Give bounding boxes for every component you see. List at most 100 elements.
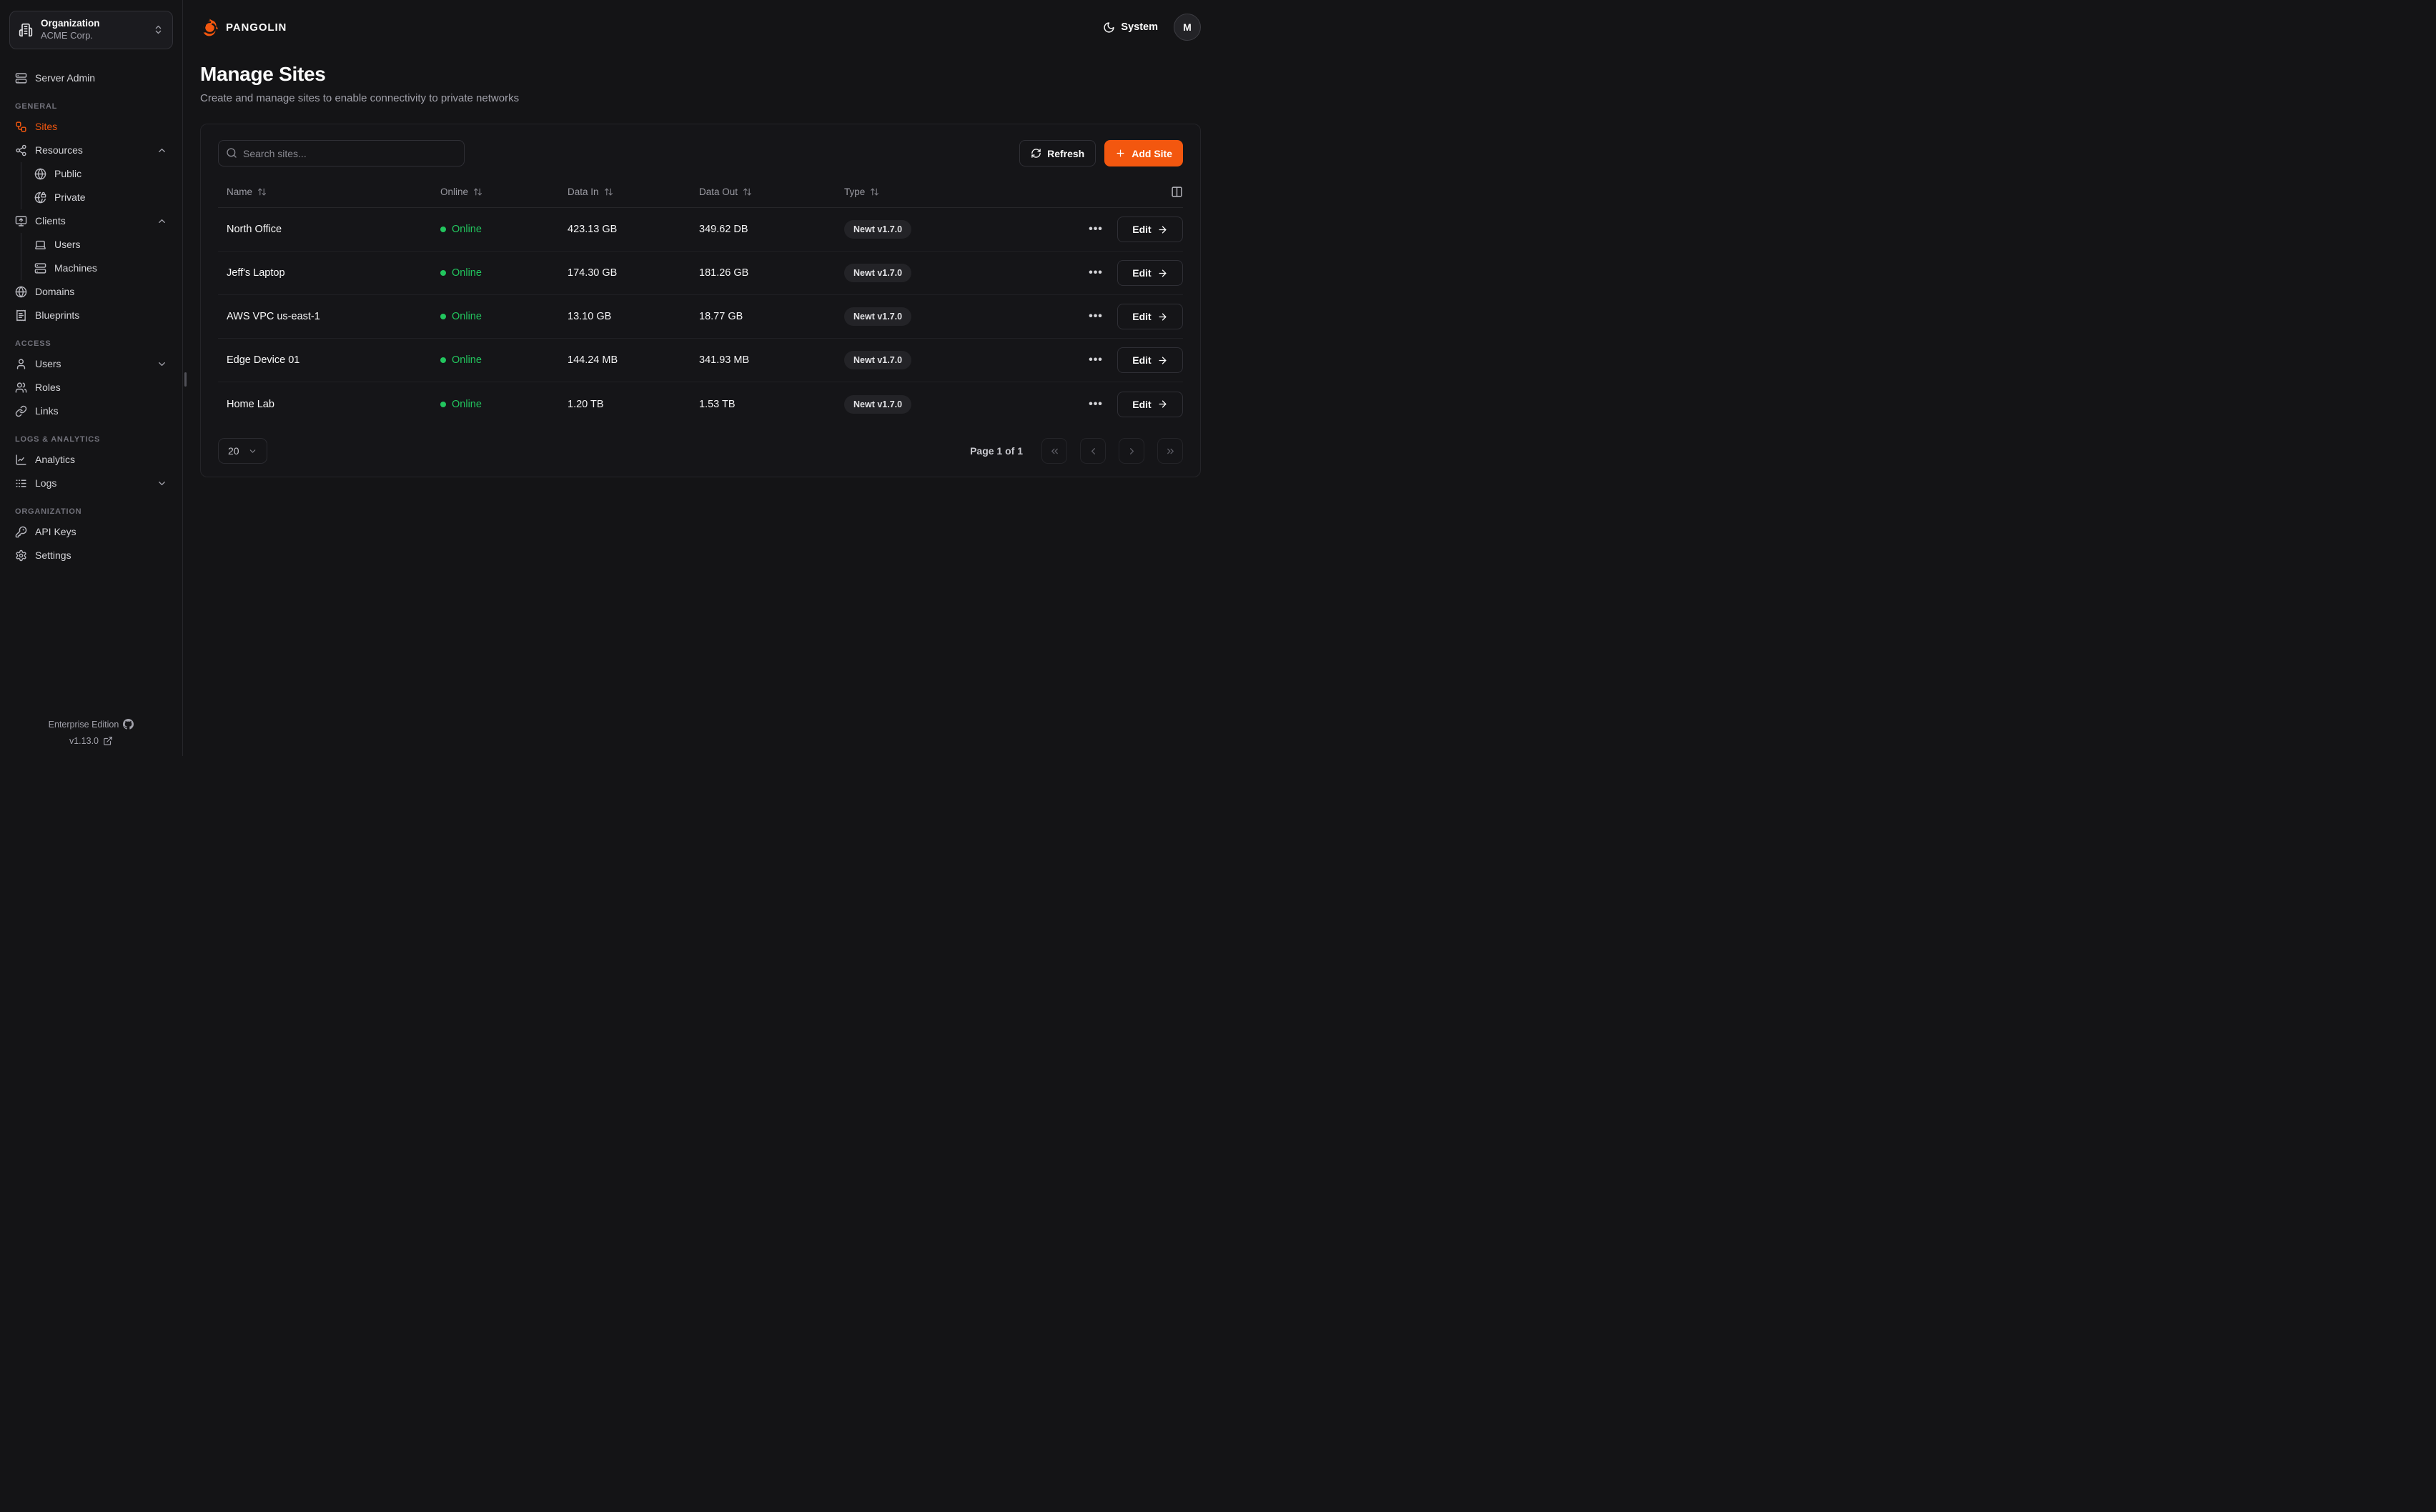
arrow-right-icon — [1159, 313, 1167, 320]
status-badge: Online — [440, 267, 568, 279]
edit-button[interactable]: Edit — [1117, 347, 1183, 373]
sidebar-item-links[interactable]: Links — [9, 399, 173, 423]
sidebar-scrollbar-thumb[interactable] — [184, 372, 187, 387]
site-name: Jeff's Laptop — [227, 267, 285, 279]
table-row: Jeff's Laptop Online 174.30 GB 181.26 GB… — [218, 252, 1183, 295]
sidebar-item-logs[interactable]: Logs — [9, 472, 173, 495]
sidebar-item-label: Links — [35, 405, 59, 417]
edit-button[interactable]: Edit — [1117, 260, 1183, 286]
sidebar-item-label: Logs — [35, 477, 57, 489]
column-header-name[interactable]: Name — [218, 186, 440, 197]
sidebar-item-server-admin[interactable]: Server Admin — [9, 66, 173, 90]
sidebar-item-label: Domains — [35, 286, 75, 298]
chart-line-icon — [16, 454, 26, 465]
row-menu-button[interactable]: ••• — [1089, 310, 1103, 322]
search-input[interactable] — [218, 140, 465, 166]
sidebar-item-analytics[interactable]: Analytics — [9, 448, 173, 472]
status-badge: Online — [440, 311, 568, 322]
row-menu-button[interactable]: ••• — [1089, 223, 1103, 235]
data-out-value: 349.62 DB — [699, 224, 748, 235]
data-out-value: 181.26 GB — [699, 267, 749, 279]
receipt-icon — [16, 309, 26, 322]
topbar: PANGOLIN System M — [200, 0, 1201, 54]
clients-subgroup: Users Machines — [21, 232, 173, 280]
organization-label: Organization — [41, 18, 100, 29]
user-icon — [16, 359, 26, 369]
organization-selector[interactable]: Organization ACME Corp. — [9, 11, 173, 49]
first-page-button[interactable] — [1041, 438, 1067, 464]
prev-page-button[interactable] — [1080, 438, 1106, 464]
column-header-type[interactable]: Type — [844, 186, 1074, 197]
last-page-button[interactable] — [1157, 438, 1183, 464]
data-in-value: 174.30 GB — [568, 267, 618, 279]
sidebar-item-clients[interactable]: Clients — [9, 209, 173, 233]
sidebar-item-label: Machines — [54, 262, 97, 274]
status-label: Online — [452, 267, 482, 279]
sidebar-item-resources[interactable]: Resources — [9, 139, 173, 162]
status-label: Online — [452, 354, 482, 366]
row-menu-button[interactable]: ••• — [1089, 397, 1103, 410]
site-name: North Office — [227, 224, 282, 235]
sidebar-item-private[interactable]: Private — [29, 186, 173, 209]
search-wrap — [218, 140, 465, 166]
sidebar-item-label: Public — [54, 168, 82, 180]
sidebar-item-label: Roles — [35, 382, 61, 394]
table-row: Edge Device 01 Online 144.24 MB 341.93 M… — [218, 339, 1183, 382]
chevron-right-icon — [1129, 447, 1134, 454]
sidebar-item-api-keys[interactable]: API Keys — [9, 520, 173, 544]
edit-button[interactable]: Edit — [1117, 304, 1183, 329]
sidebar-item-label: Private — [54, 192, 86, 204]
edit-button[interactable]: Edit — [1117, 391, 1183, 417]
sidebar-item-domains[interactable]: Domains — [9, 280, 173, 304]
external-link-icon[interactable] — [103, 736, 113, 746]
refresh-button[interactable]: Refresh — [1019, 140, 1096, 166]
online-dot-icon — [440, 227, 446, 232]
arrow-right-icon — [1159, 226, 1167, 233]
page-size-select[interactable]: 20 — [218, 438, 267, 464]
data-in-value: 13.10 GB — [568, 311, 612, 322]
sidebar-item-blueprints[interactable]: Blueprints — [9, 304, 173, 327]
sites-toolbar: Refresh Add Site — [218, 140, 1183, 166]
add-site-button[interactable]: Add Site — [1104, 140, 1183, 166]
sidebar-item-machines[interactable]: Machines — [29, 257, 173, 280]
sidebar-item-label: Blueprints — [35, 309, 80, 322]
edit-label: Edit — [1132, 267, 1152, 279]
avatar[interactable]: M — [1174, 14, 1201, 41]
column-header-data-out[interactable]: Data Out — [699, 186, 844, 197]
moon-icon — [1104, 21, 1114, 33]
type-badge: Newt v1.7.0 — [844, 264, 912, 282]
next-page-button[interactable] — [1119, 438, 1144, 464]
chevron-up-icon — [159, 148, 165, 152]
chevron-up-icon — [159, 219, 165, 223]
edit-label: Edit — [1132, 311, 1152, 322]
online-dot-icon — [440, 357, 446, 363]
type-badge: Newt v1.7.0 — [844, 307, 912, 326]
theme-toggle[interactable]: System — [1103, 21, 1158, 34]
sidebar-item-roles[interactable]: Roles — [9, 376, 173, 399]
sidebar-item-settings[interactable]: Settings — [9, 544, 173, 567]
section-label-access: ACCESS — [15, 339, 51, 348]
sidebar-item-sites[interactable]: Sites — [9, 115, 173, 139]
github-icon[interactable] — [123, 719, 134, 730]
sidebar-item-users[interactable]: Users — [9, 352, 173, 376]
row-menu-button[interactable]: ••• — [1089, 267, 1103, 279]
avatar-initial: M — [1183, 21, 1192, 33]
column-header-online[interactable]: Online — [440, 186, 568, 197]
row-menu-button[interactable]: ••• — [1089, 354, 1103, 366]
column-visibility-button[interactable] — [1171, 186, 1183, 198]
add-site-label: Add Site — [1132, 147, 1172, 159]
edit-button[interactable]: Edit — [1117, 217, 1183, 242]
sidebar-item-label: Users — [35, 358, 61, 370]
topbar-right: System M — [1103, 14, 1201, 41]
globe-lock-icon — [34, 192, 46, 204]
status-badge: Online — [440, 399, 568, 410]
column-header-data-in[interactable]: Data In — [568, 186, 699, 197]
chevron-left-icon — [1091, 447, 1095, 454]
arrow-right-icon — [1159, 357, 1167, 364]
sites-table: Name Online Data In Data Out Type — [218, 176, 1183, 426]
status-badge: Online — [440, 354, 568, 366]
search-icon — [227, 148, 237, 158]
edit-label: Edit — [1132, 398, 1152, 410]
sidebar-item-client-users[interactable]: Users — [29, 233, 173, 257]
sidebar-item-public[interactable]: Public — [29, 162, 173, 186]
